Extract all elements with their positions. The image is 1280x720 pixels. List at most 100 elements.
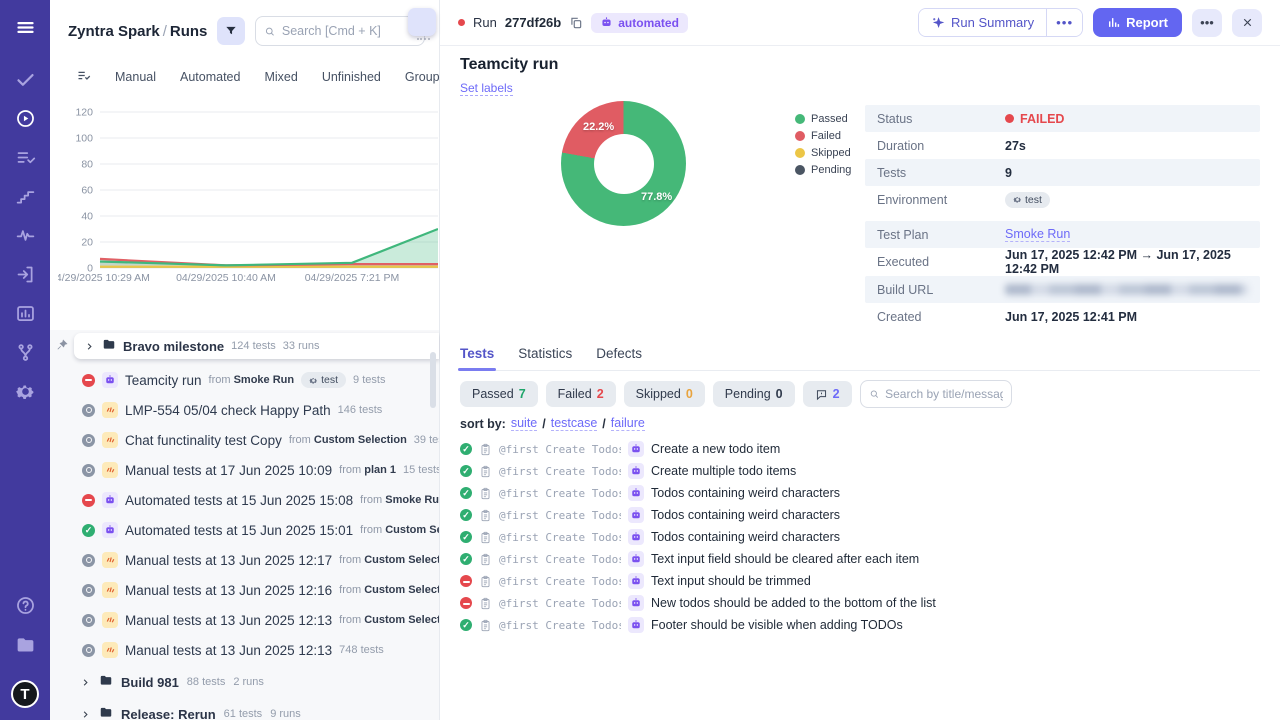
test-row[interactable]: @first Create Todos... Create a new todo… — [460, 438, 1260, 460]
test-title[interactable]: Footer should be visible when adding TOD… — [651, 618, 903, 632]
test-title[interactable]: Create multiple todo items — [651, 464, 797, 478]
projects-library-icon[interactable] — [12, 631, 38, 657]
reports-icon[interactable] — [12, 300, 38, 326]
milestones-icon[interactable] — [12, 183, 38, 209]
sort-failure-link[interactable]: failure — [610, 416, 645, 431]
tests-search-input[interactable] — [885, 387, 1003, 401]
more-options-button[interactable]: ••• — [1192, 8, 1222, 37]
chip-comments[interactable]: 2 — [802, 381, 852, 407]
run-row[interactable]: Automated tests at 15 Jun 2025 15:08 fro… — [50, 485, 439, 515]
filter-button[interactable] — [217, 17, 246, 45]
chevron-right-icon[interactable] — [84, 341, 95, 352]
sort-suite-link[interactable]: suite — [510, 416, 538, 431]
test-row[interactable]: @first Create Todos... Todos containing … — [460, 526, 1260, 548]
tab-mixed[interactable]: Mixed — [264, 70, 298, 84]
analytics-pulse-icon[interactable] — [12, 222, 38, 248]
suite-name[interactable]: @first Create Todos... — [499, 530, 621, 544]
tab-manual[interactable]: Manual — [115, 70, 156, 84]
test-row[interactable]: @first Create Todos... Create multiple t… — [460, 460, 1260, 482]
milestone-row[interactable]: Bravo milestone 124 tests 33 runs — [74, 333, 439, 359]
run-row[interactable]: Manual tests at 13 Jun 2025 12:17 from C… — [50, 545, 439, 575]
run-row[interactable]: Manual tests at 13 Jun 2025 12:13 748 te… — [50, 635, 439, 665]
test-title[interactable]: Todos containing weird characters — [651, 486, 840, 500]
automated-test-icon — [628, 485, 644, 501]
runs-search-input[interactable] — [281, 24, 416, 38]
runs-search[interactable] — [255, 16, 425, 46]
app-logo[interactable]: T — [11, 680, 39, 708]
test-row[interactable]: @first Create Todos... New todos should … — [460, 592, 1260, 614]
run-summary-more-button[interactable]: ••• — [1046, 9, 1083, 36]
testcases-icon[interactable] — [12, 66, 38, 92]
test-title[interactable]: Text input should be trimmed — [651, 574, 811, 588]
test-row[interactable]: @first Create Todos... Text input field … — [460, 548, 1260, 570]
scrollbar-thumb[interactable] — [430, 352, 436, 408]
branches-icon[interactable] — [12, 339, 38, 365]
folder-row[interactable]: Release: Rerun 61 tests 9 runs — [50, 699, 439, 720]
testcase-clipboard-icon — [479, 597, 492, 610]
breadcrumb-project[interactable]: Zyntra Spark — [68, 22, 160, 40]
test-title[interactable]: Text input field should be cleared after… — [651, 552, 920, 566]
pin-icon[interactable] — [56, 339, 68, 351]
tab-defects[interactable]: Defects — [596, 346, 643, 361]
sort-testcase-link[interactable]: testcase — [550, 416, 598, 431]
test-row[interactable]: @first Create Todos... Footer should be … — [460, 614, 1260, 636]
tab-statistics[interactable]: Statistics — [518, 346, 573, 361]
test-plan-link[interactable]: Smoke Run — [1005, 227, 1071, 242]
test-row[interactable]: @first Create Todos... Text input should… — [460, 570, 1260, 592]
select-runs-icon[interactable] — [76, 68, 91, 86]
test-row[interactable]: @first Create Todos... Todos containing … — [460, 482, 1260, 504]
run-row[interactable]: Chat functinality test Copy from Custom … — [50, 425, 439, 455]
test-title[interactable]: Todos containing weird characters — [651, 530, 840, 544]
suite-name[interactable]: @first Create Todos... — [499, 442, 621, 456]
import-icon[interactable] — [12, 261, 38, 287]
suite-name[interactable]: @first Create Todos... — [499, 574, 621, 588]
settings-gear-icon[interactable] — [12, 378, 38, 404]
folder-icon — [102, 337, 116, 356]
run-summary-button[interactable]: Run Summary — [919, 9, 1047, 36]
test-plans-icon[interactable] — [12, 144, 38, 170]
run-row[interactable]: Teamcity run from Smoke Run test 9 tests — [50, 365, 439, 395]
main-sidebar: T — [0, 0, 50, 720]
suite-name[interactable]: @first Create Todos... — [499, 552, 621, 566]
suite-name[interactable]: @first Create Todos... — [499, 464, 621, 478]
folder-row[interactable]: Build 981 88 tests 2 runs — [50, 667, 439, 697]
manual-run-icon — [102, 432, 118, 448]
automated-badge: automated — [591, 12, 688, 33]
report-button[interactable]: Report — [1093, 8, 1182, 37]
chip-passed[interactable]: Passed 7 — [460, 381, 538, 407]
set-labels-link[interactable]: Set labels — [460, 81, 513, 96]
run-row[interactable]: Manual tests at 17 Jun 2025 10:09 from p… — [50, 455, 439, 485]
tab-automated[interactable]: Automated — [180, 70, 241, 84]
tests-search[interactable] — [859, 380, 1012, 408]
chevron-right-icon[interactable] — [80, 677, 91, 688]
legend-passed-label: Passed — [811, 113, 848, 125]
runs-icon[interactable] — [12, 105, 38, 131]
test-status-icon — [460, 619, 472, 631]
suite-name[interactable]: @first Create Todos... — [499, 596, 621, 610]
help-icon[interactable] — [12, 592, 38, 618]
test-title[interactable]: New todos should be added to the bottom … — [651, 596, 936, 610]
test-row[interactable]: @first Create Todos... Todos containing … — [460, 504, 1260, 526]
suite-name[interactable]: @first Create Todos... — [499, 486, 621, 500]
run-tests-count: 9 tests — [353, 374, 386, 386]
menu-icon[interactable] — [12, 14, 38, 40]
chip-skipped[interactable]: Skipped 0 — [623, 381, 705, 407]
chip-pending[interactable]: Pending 0 — [712, 381, 795, 407]
tab-tests[interactable]: Tests — [457, 346, 497, 371]
test-title[interactable]: Todos containing weird characters — [651, 508, 840, 522]
run-row[interactable]: LMP-554 05/04 check Happy Path 146 tests — [50, 395, 439, 425]
suite-name[interactable]: @first Create Todos... — [499, 508, 621, 522]
run-row[interactable]: Manual tests at 13 Jun 2025 12:13 from C… — [50, 605, 439, 635]
copy-run-id-button[interactable] — [569, 16, 583, 30]
chevron-right-icon[interactable] — [80, 709, 91, 720]
tab-groups[interactable]: Groups — [404, 70, 446, 84]
run-row[interactable]: Manual tests at 13 Jun 2025 12:16 from C… — [50, 575, 439, 605]
suite-name[interactable]: @first Create Todos... — [499, 618, 621, 632]
test-title[interactable]: Create a new todo item — [651, 442, 781, 456]
svg-text:40: 40 — [81, 211, 93, 223]
chip-failed[interactable]: Failed 2 — [545, 381, 616, 407]
close-detail-button[interactable] — [1232, 8, 1262, 37]
close-panel-button[interactable] — [408, 8, 436, 36]
run-row[interactable]: Automated tests at 15 Jun 2025 15:01 fro… — [50, 515, 439, 545]
tab-unfinished[interactable]: Unfinished — [321, 70, 381, 84]
